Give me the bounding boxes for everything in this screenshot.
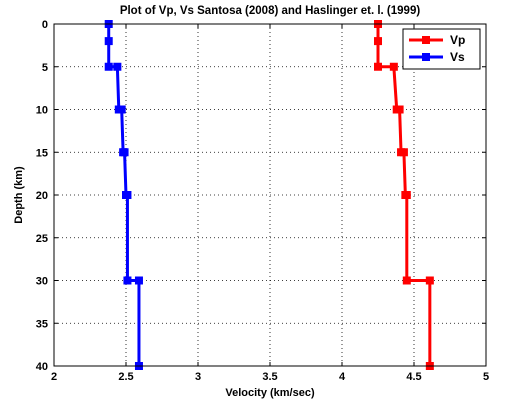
axis-ticks — [53, 23, 487, 367]
data-point-vp — [399, 148, 408, 157]
y-tick-label: 30 — [36, 276, 48, 288]
data-point-vs — [117, 105, 126, 114]
x-tick-labels: 2 2.5 3 3.5 4 4.5 5 — [51, 371, 489, 383]
x-tick-label: 3 — [195, 371, 201, 383]
data-point-vs — [123, 276, 132, 285]
y-tick-label: 20 — [36, 190, 48, 202]
data-point-vs — [123, 191, 132, 199]
data-point-vs — [104, 37, 113, 46]
legend: Vp Vs — [402, 28, 481, 70]
data-point-vp — [374, 62, 382, 71]
x-axis-label: Velocity (km/sec) — [225, 387, 315, 399]
data-point-vs — [113, 62, 122, 71]
x-tick-label: 4 — [339, 371, 346, 383]
legend-label-vs: Vs — [450, 50, 465, 64]
y-tick-label: 10 — [36, 105, 48, 117]
y-tick-label: 25 — [36, 233, 48, 245]
legend-box — [402, 28, 481, 70]
y-tick-label: 15 — [36, 147, 48, 159]
data-point-vp — [402, 191, 411, 199]
legend-marker-vp — [422, 36, 430, 44]
data-point-vs — [104, 62, 113, 71]
grid-lines — [54, 24, 486, 366]
y-tick-label: 5 — [42, 62, 48, 74]
data-point-vp — [374, 37, 382, 46]
y-tick-label: 0 — [42, 19, 48, 31]
x-tick-label: 5 — [483, 371, 489, 383]
x-tick-label: 2 — [51, 371, 57, 383]
chart-title: Plot of Vp, Vs Santosa (2008) and Haslin… — [120, 5, 421, 17]
series-markers — [104, 20, 434, 370]
y-tick-label: 35 — [36, 318, 48, 330]
data-point-vp — [389, 62, 398, 71]
legend-label-vp: Vp — [450, 33, 465, 47]
data-point-vp — [395, 105, 404, 114]
x-tick-label: 2.5 — [118, 371, 133, 383]
data-point-vs — [120, 148, 129, 157]
x-tick-label: 4.5 — [406, 371, 421, 383]
y-tick-labels: 0 5 10 15 20 25 30 35 40 — [36, 19, 48, 373]
y-tick-label: 40 — [36, 361, 48, 373]
data-point-vp — [402, 276, 411, 285]
x-tick-label: 3.5 — [262, 371, 277, 383]
data-point-vp — [425, 276, 434, 285]
y-axis-label: Depth (km) — [13, 166, 25, 224]
legend-marker-vs — [422, 53, 430, 61]
data-point-vs — [134, 276, 143, 285]
